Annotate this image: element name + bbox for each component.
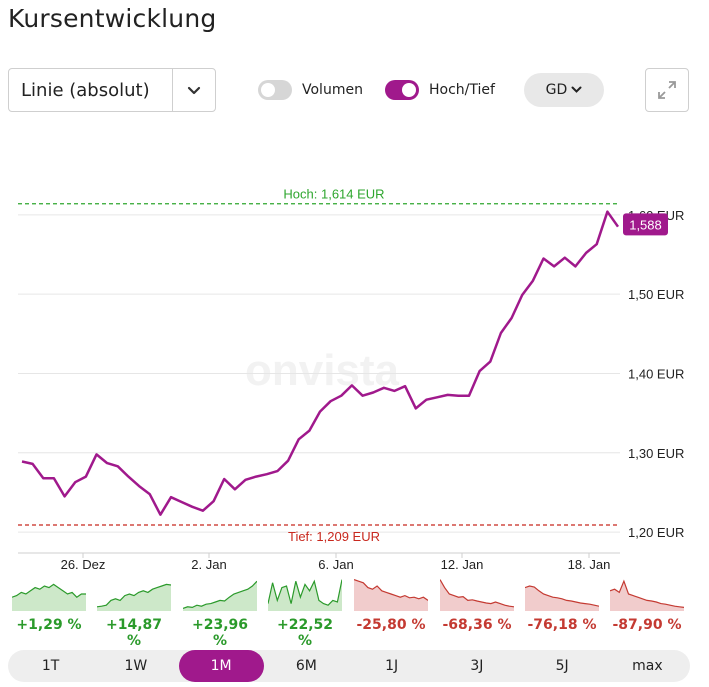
last-price-label: 1,588 [629,217,662,232]
mini-chart-change: -68,36 % [442,617,512,633]
mini-chart-6[interactable]: -68,36 % [439,575,515,633]
mini-line [439,579,515,608]
volume-toggle[interactable] [258,80,292,100]
mini-chart-change: +14,87 % [105,617,162,649]
mini-line [609,579,685,608]
mini-area [610,581,684,611]
mini-line [524,585,600,607]
mini-chart-change: +1,29 % [16,617,82,633]
range-tab-3j[interactable]: 3J [470,658,484,674]
mini-chart-5[interactable]: -25,80 % [353,575,429,633]
range-tab-max[interactable]: max [632,658,663,674]
range-tab-1j[interactable]: 1J [385,658,399,674]
mini-chart-change: +23,96 % [191,617,248,649]
x-tick-label: 26. Dez [61,557,106,572]
mini-chart-8[interactable]: -87,90 % [609,575,685,633]
mini-line [267,579,343,606]
mini-chart-4[interactable]: +22,52 % [267,575,343,649]
range-tab-1m[interactable]: 1M [178,650,264,682]
price-series-line [21,210,620,516]
range-tab-1t[interactable]: 1T [41,658,60,674]
x-tick-label: 18. Jan [568,557,611,572]
exchange-dropdown[interactable]: GD [524,73,604,107]
mini-chart-change: +22,52 % [276,617,333,649]
mini-line [353,579,429,601]
mini-chart-change: -76,18 % [527,617,597,633]
mini-area [354,579,428,611]
exchange-label: GD [545,82,568,98]
highlow-toggle[interactable] [385,80,419,100]
x-tick-label: 6. Jan [318,557,353,572]
highlow-toggle-label: Hoch/Tief [429,82,495,98]
y-tick-label: 1,50 EUR [628,287,684,302]
y-tick-label: 1,40 EUR [628,366,684,381]
mini-chart-1[interactable]: +1,29 % [11,575,86,633]
chart-type-select[interactable]: Linie (absolut) [8,68,216,112]
chevron-down-icon [571,86,582,93]
range-tabs: 1T 1W 1M 6M 1J 3J 5J max [8,650,690,682]
y-tick-label: 1,30 EUR [628,446,684,461]
mini-chart-change: -87,90 % [612,617,682,633]
chart-type-value: Linie (absolut) [21,79,150,101]
low-label: Tief: 1,209 EUR [288,529,380,544]
page-title: Kursentwicklung [8,4,217,33]
mini-line [96,583,172,608]
chevron-down-icon[interactable] [172,69,215,111]
volume-toggle-label: Volumen [302,82,363,98]
range-tab-6m[interactable]: 6M [295,658,317,674]
mini-area [97,584,171,611]
high-label: Hoch: 1,614 EUR [283,187,384,202]
mini-line [11,583,86,598]
x-tick-label: 12. Jan [441,557,484,572]
mini-chart-7[interactable]: -76,18 % [524,575,600,633]
mini-area [525,586,599,611]
expand-icon [658,81,676,99]
range-tab-5j[interactable]: 5J [555,658,569,674]
range-tab-1w[interactable]: 1W [124,658,148,674]
mini-area [12,584,86,611]
expand-button[interactable] [645,68,689,112]
mini-chart-3[interactable]: +23,96 % [182,575,258,649]
mini-line [182,580,258,609]
mini-area [183,581,257,611]
mini-chart-2[interactable]: +14,87 % [96,575,172,649]
last-price-badge [623,213,668,236]
x-tick-label: 2. Jan [191,557,226,572]
mini-chart-change: -25,80 % [356,617,426,633]
watermark-logo: onvista [245,346,400,395]
y-tick-label: 1,20 EUR [628,525,684,540]
mini-area [440,579,514,611]
